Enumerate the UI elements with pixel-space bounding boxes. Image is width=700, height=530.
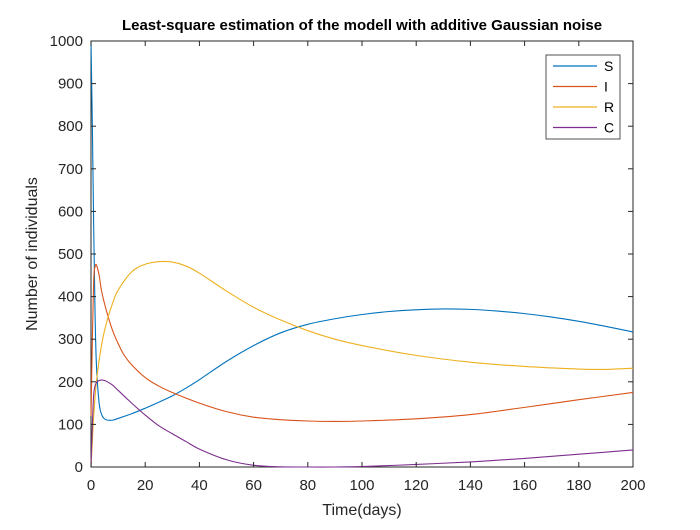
x-tick-label: 60 <box>245 477 262 494</box>
x-tick-label: 160 <box>512 477 537 494</box>
x-tick-label: 100 <box>349 477 374 494</box>
x-tick-label: 20 <box>137 477 154 494</box>
y-tick-label: 600 <box>58 203 83 220</box>
y-tick-labels: 0 100 200 300 400 500 600 700 800 900 1000 <box>50 33 83 476</box>
series-line-c <box>90 379 634 468</box>
series-layer <box>90 40 634 468</box>
y-tick-label: 500 <box>58 246 83 263</box>
y-tick-label: 700 <box>58 161 83 178</box>
legend-label-c: C <box>604 120 614 136</box>
y-tick-label: 100 <box>58 416 83 433</box>
x-tick-label: 180 <box>566 477 591 494</box>
y-tick-label: 0 <box>75 459 83 476</box>
x-tick-label: 140 <box>458 477 483 494</box>
chart-title: Least-square estimation of the modell wi… <box>122 17 602 34</box>
x-tick-label: 40 <box>191 477 208 494</box>
y-tick-label: 200 <box>58 374 83 391</box>
x-tick-label: 80 <box>299 477 316 494</box>
x-axis-label: Time(days) <box>322 502 401 519</box>
y-tick-label: 400 <box>58 289 83 306</box>
x-tick-label: 200 <box>620 477 645 494</box>
y-tick-label: 300 <box>58 331 83 348</box>
x-tick-label: 120 <box>404 477 429 494</box>
series-line-i <box>90 263 634 422</box>
legend-label-s: S <box>604 58 613 74</box>
series-line-s <box>90 40 634 421</box>
y-tick-label: 900 <box>58 76 83 93</box>
x-tick-labels: 0 20 40 60 80 100 120 140 160 180 200 <box>87 477 646 494</box>
legend-box <box>545 54 621 140</box>
x-tick-marks <box>90 41 634 467</box>
y-tick-label: 1000 <box>50 33 83 50</box>
y-tick-label: 800 <box>58 118 83 135</box>
series-line-r <box>90 260 634 468</box>
y-tick-marks <box>91 40 633 468</box>
x-tick-label: 0 <box>87 477 95 494</box>
legend-label-i: I <box>604 79 608 95</box>
legend-label-r: R <box>604 99 614 115</box>
y-axis-label: Number of individuals <box>24 177 41 331</box>
